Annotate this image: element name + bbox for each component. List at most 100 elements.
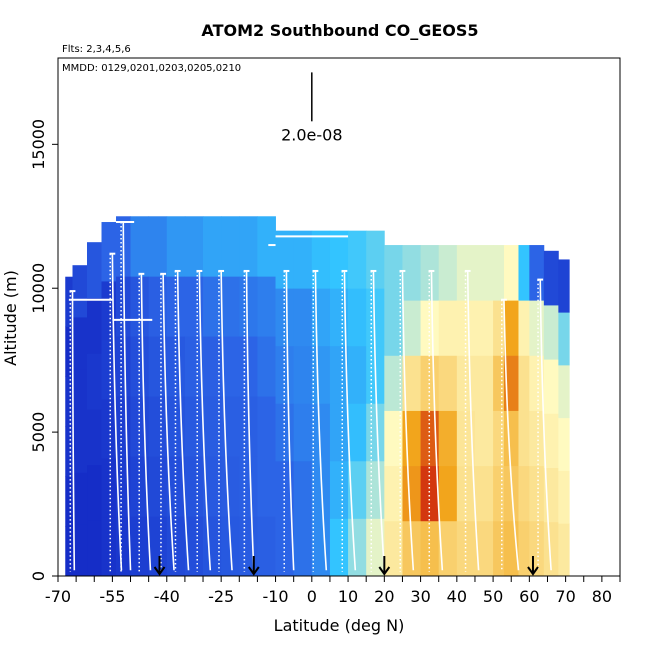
heatmap-cell <box>257 276 276 337</box>
heatmap-cell <box>493 520 505 577</box>
dates-annotation: MMDD: 0129,0201,0203,0205,0210 <box>62 63 241 74</box>
descent-profile <box>111 253 123 571</box>
x-tick-label: 80 <box>592 587 612 606</box>
heatmap-cell <box>329 345 349 404</box>
x-tick-label: -55 <box>99 587 125 606</box>
heatmap-cell <box>101 458 117 518</box>
heatmap-cell <box>518 520 530 577</box>
sample-arrows <box>153 556 539 576</box>
heatmap-cell <box>558 259 570 313</box>
heatmap-cell <box>543 250 559 306</box>
descent-profile <box>343 270 357 571</box>
heatmap-cell <box>402 355 421 411</box>
heatmap-cell <box>148 396 168 457</box>
heatmap-cell <box>438 410 458 467</box>
heatmap-cell <box>311 288 331 347</box>
x-tick-label: -25 <box>208 587 234 606</box>
heatmap-cell <box>311 403 331 462</box>
heatmap-cell <box>293 345 313 404</box>
heatmap-cell <box>474 410 494 467</box>
descent-profile <box>198 270 212 571</box>
heatmap-cell <box>116 336 131 397</box>
heatmap-cell <box>311 230 331 289</box>
heatmap-cell <box>456 465 476 522</box>
heatmap-cell <box>221 216 240 277</box>
heatmap-cell <box>166 276 186 337</box>
heatmap-cell <box>87 409 102 466</box>
heatmap-cell <box>101 517 117 577</box>
descent-profile <box>285 270 295 571</box>
heatmap-cell <box>329 518 349 577</box>
heatmap-cell <box>87 520 102 577</box>
heatmap-cell <box>529 465 545 522</box>
descent-profile <box>503 299 520 571</box>
heatmap-cell <box>72 472 88 525</box>
heatmap-cell <box>366 230 385 289</box>
y-tick-label: 10000 <box>29 263 48 314</box>
heatmap-cell <box>529 245 545 301</box>
heatmap-cell <box>166 216 186 277</box>
heatmap-cell <box>293 288 313 347</box>
heatmap-cell <box>293 403 313 462</box>
heatmap-cell <box>518 355 530 411</box>
heatmap-cell <box>311 345 331 404</box>
heatmap-cell <box>184 516 204 577</box>
heatmap-cell <box>348 230 367 289</box>
x-tick-label: -40 <box>154 587 180 606</box>
heatmap-cell <box>503 355 519 411</box>
heatmap-cell <box>203 276 222 337</box>
heatmap-cell <box>116 396 131 457</box>
heatmap-cell <box>474 300 494 356</box>
heatmap-cell <box>148 216 168 277</box>
heatmap-cell <box>166 456 186 517</box>
heatmap-cell <box>65 376 73 427</box>
heatmap-cell <box>348 403 367 462</box>
scale-label: 2.0e-08 <box>281 125 342 144</box>
heatmap-cell <box>558 470 570 524</box>
descent-profile <box>140 273 152 571</box>
heatmap-cell <box>257 336 276 397</box>
y-axis-label: Altitude (m) <box>1 270 20 366</box>
heatmap-cell <box>529 355 545 411</box>
heatmap-cell <box>493 245 505 301</box>
heatmap-cell <box>366 403 385 462</box>
heatmap-cell <box>543 305 559 360</box>
descent-profile <box>71 291 76 571</box>
flight-profiles <box>68 221 570 572</box>
heatmap-cell <box>518 245 530 301</box>
heatmap-cell <box>518 300 530 356</box>
heatmap-cell <box>239 456 258 517</box>
heatmap-cell <box>438 465 458 522</box>
heatmap-cell <box>420 465 440 522</box>
heatmap-cell <box>348 345 367 404</box>
heatmap-cell <box>184 216 204 277</box>
heatmap-cell <box>72 368 88 421</box>
heatmap-cell <box>101 222 117 282</box>
heatmap-cell <box>558 312 570 366</box>
heatmap-cell <box>293 518 313 577</box>
heatmap-cell <box>438 520 458 577</box>
heatmap-cell <box>384 355 403 411</box>
heatmap-cell <box>329 230 349 289</box>
heatmap-cell <box>503 245 519 301</box>
descent-profile <box>539 279 552 571</box>
heatmap-cell <box>148 336 168 397</box>
heatmap-cell <box>493 300 505 356</box>
heatmap-cell <box>148 456 168 517</box>
descent-profile <box>372 270 386 571</box>
heatmap-cell <box>65 426 73 477</box>
x-tick-label: -10 <box>262 587 288 606</box>
heatmap-cell <box>558 417 570 471</box>
x-tick-label: 50 <box>483 587 503 606</box>
heatmap-cell <box>456 520 476 577</box>
heatmap-cell <box>402 300 421 356</box>
heatmap-cell <box>384 300 403 356</box>
heatmap-cell <box>493 410 505 467</box>
arrow-marker <box>527 556 539 576</box>
descent-profile <box>466 270 480 571</box>
heatmap-cell <box>348 518 367 577</box>
x-tick-label: 40 <box>447 587 467 606</box>
chart-title: ATOM2 Southbound CO_GEOS5 <box>201 21 478 40</box>
heatmap-cell <box>275 345 295 404</box>
descent-profile <box>401 270 415 571</box>
